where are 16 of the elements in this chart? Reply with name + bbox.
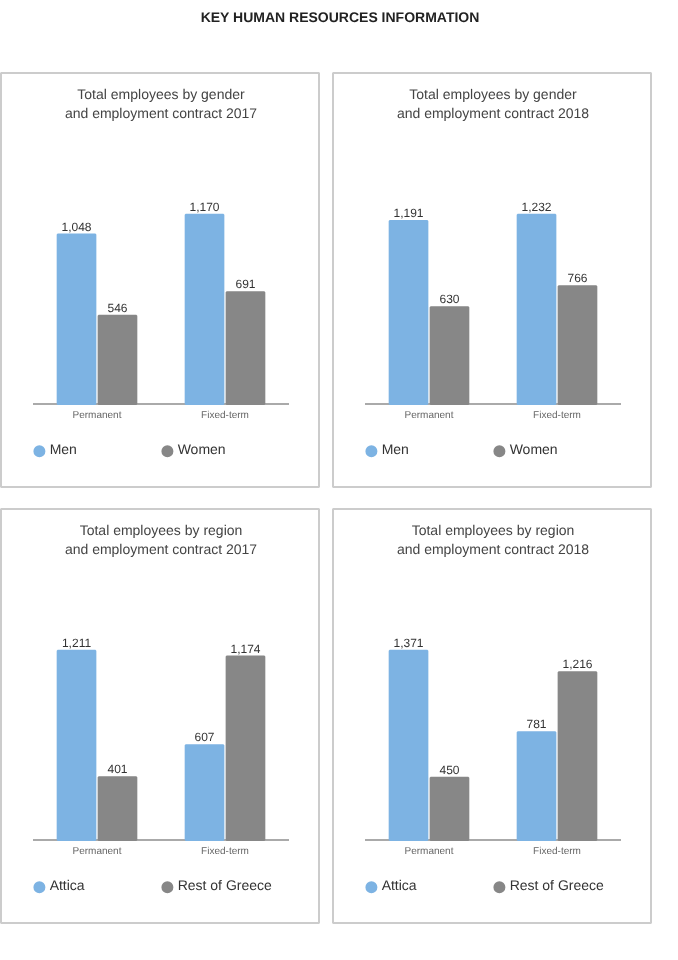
bar (225, 655, 266, 841)
bar (225, 291, 266, 405)
bar (97, 776, 138, 841)
bar (516, 731, 557, 841)
bar (429, 306, 470, 405)
bar (184, 744, 225, 841)
bar (557, 285, 598, 405)
bar (56, 649, 97, 841)
bar (388, 220, 429, 405)
bar (97, 314, 138, 405)
bar (516, 213, 557, 405)
bar (184, 213, 225, 405)
bar (429, 776, 470, 841)
bar (557, 671, 598, 841)
bar (56, 233, 97, 405)
bar (388, 649, 429, 841)
